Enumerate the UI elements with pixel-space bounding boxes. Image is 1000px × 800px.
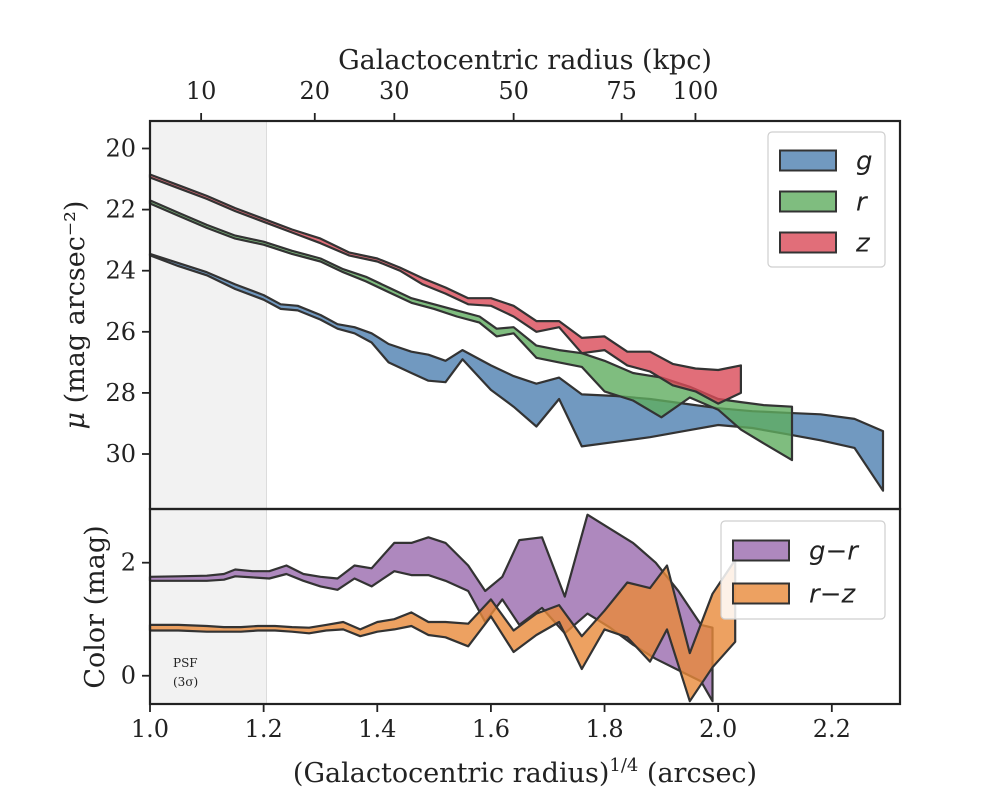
y-axis-title-surface-brightness: μ (mag arcsec⁻²): [60, 201, 91, 430]
legend-label-z: z: [855, 229, 871, 259]
kpc-tick-label-50: 50: [498, 77, 529, 105]
color-y-tick-label-0: 0: [121, 662, 136, 690]
kpc-tick-label-100: 100: [673, 77, 719, 105]
x-tick-label-1.8: 1.8: [585, 715, 623, 743]
y-tick-label-30: 30: [105, 440, 136, 468]
kpc-tick-label-75: 75: [606, 77, 637, 105]
y-tick-label-20: 20: [105, 134, 136, 162]
mu-band-r: [148, 199, 794, 462]
legend-label-g−r: g−r: [809, 537, 860, 567]
y-axis-title-color: Color (mag): [80, 525, 111, 688]
legend-surface-brightness: grz: [767, 131, 886, 268]
color-band-r−z: [148, 558, 737, 703]
x-tick-label-2: 2.0: [699, 715, 737, 743]
mu-band-g: [148, 252, 885, 492]
psf-shaded-region: [150, 121, 267, 704]
color-bands: [148, 513, 737, 703]
psf-shade: [150, 121, 267, 704]
color-y-tick-label-2: 2: [121, 549, 136, 577]
legend-label-g: g: [856, 147, 873, 177]
mu-band-z: [148, 173, 743, 405]
legend-swatch-g−r: [732, 539, 790, 562]
bottom-panel-frame: [148, 507, 902, 706]
kpc-tick-label-30: 30: [379, 77, 410, 105]
color-band-g−r: [148, 513, 714, 703]
y-tick-label-24: 24: [105, 257, 136, 285]
kpc-tick-label-10: 10: [186, 77, 217, 105]
x-tick-label-2.2: 2.2: [813, 715, 851, 743]
legend-swatch-g: [779, 149, 837, 172]
x-tick-label-1.2: 1.2: [245, 715, 283, 743]
legend-label-r: r: [856, 188, 869, 218]
y-tick-label-22: 22: [105, 196, 136, 224]
legend-color: g−r r−z: [720, 520, 886, 620]
psf-note-line2: (3σ): [173, 675, 198, 689]
psf-note-line1: PSF: [173, 656, 198, 670]
legend-swatch-r−z: [732, 582, 790, 605]
x-tick-label-1: 1.0: [131, 715, 169, 743]
top-axis-title: Galactocentric radius (kpc): [338, 45, 712, 76]
surface-brightness-bands: [148, 173, 885, 492]
y-tick-label-28: 28: [105, 379, 136, 407]
legend-label-r−z: r−z: [809, 580, 856, 610]
legend-swatch-r: [779, 190, 837, 213]
x-tick-label-1.4: 1.4: [358, 715, 396, 743]
legend-swatch-z: [779, 231, 837, 254]
kpc-tick-label-20: 20: [299, 77, 330, 105]
axis-ticks: 20 22 24 26 28 30 0 2 1.0 1.2 1.4 1.6 1.8 2.0 2.2 10 20 3…: [105, 77, 850, 743]
y-tick-label-26: 26: [105, 318, 136, 346]
x-axis-title: (Galactocentric radius)1/4 (arcsec): [293, 755, 757, 789]
x-tick-label-1.6: 1.6: [472, 715, 510, 743]
